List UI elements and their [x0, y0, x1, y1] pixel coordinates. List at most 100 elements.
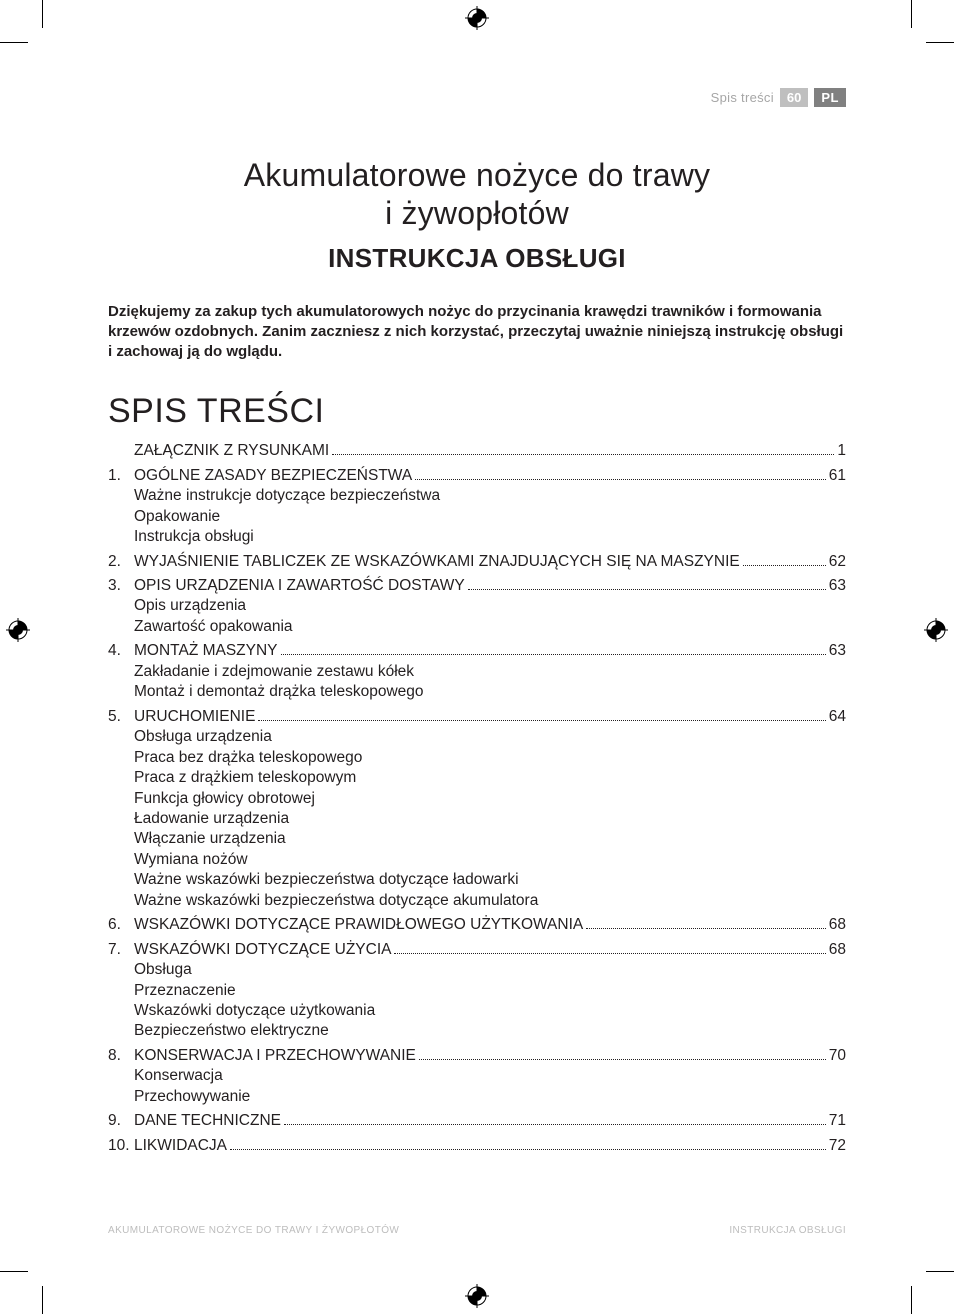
toc-item: 7.WSKAZÓWKI DOTYCZĄCE UŻYCIA68ObsługaPrz…	[108, 940, 846, 1042]
toc-subitem: Przechowywanie	[134, 1087, 846, 1107]
toc-leader-dots	[284, 1124, 826, 1125]
toc-item-label: MONTAŻ MASZYNY	[134, 641, 278, 661]
toc-item-body: OPIS URZĄDZENIA I ZAWARTOŚĆ DOSTAWY 63Opi…	[134, 576, 846, 637]
crop-mark	[0, 42, 28, 43]
toc-subitem: Praca z drążkiem teleskopowym	[134, 768, 846, 788]
toc-subitem: Ważne wskazówki bezpieczeństwa dotyczące…	[134, 870, 846, 890]
toc-item-page: 72	[829, 1136, 846, 1156]
toc-item-row: WSKAZÓWKI DOTYCZĄCE UŻYCIA68	[134, 940, 846, 960]
toc-item-body: WSKAZÓWKI DOTYCZĄCE UŻYCIA68ObsługaPrzez…	[134, 940, 846, 1042]
registration-mark-icon	[465, 6, 489, 30]
toc-subitem: Opakowanie	[134, 507, 846, 527]
toc-item-label: ZAŁĄCZNIK Z RYSUNKAMI	[134, 441, 329, 461]
toc-leader-dots	[258, 720, 825, 721]
toc-subitems: Obsługa urządzeniaPraca bez drążka teles…	[134, 727, 846, 911]
toc-item-row: WSKAZÓWKI DOTYCZĄCE PRAWIDŁOWEGO UŻYTKOW…	[134, 915, 846, 935]
toc-subitem: Bezpieczeństwo elektryczne	[134, 1021, 846, 1041]
toc-item-page: 1	[837, 441, 846, 461]
crop-mark	[911, 0, 912, 28]
toc-item-number: 5.	[108, 707, 134, 912]
toc-subitem: Włączanie urządzenia	[134, 829, 846, 849]
registration-mark-icon	[924, 618, 948, 642]
toc-subitem: Montaż i demontaż drążka teleskopowego	[134, 682, 846, 702]
page-content: Spis treści 60 PL Akumulatorowe nożyce d…	[48, 48, 906, 1266]
toc-subitem: Opis urządzenia	[134, 596, 846, 616]
toc-item-number: 2.	[108, 552, 134, 572]
toc-item: 2.WYJAŚNIENIE TABLICZEK ZE WSKAZÓWKAMI Z…	[108, 552, 846, 572]
crop-mark	[926, 1271, 954, 1272]
toc-item-body: OGÓLNE ZASADY BEZPIECZEŃSTWA61Ważne inst…	[134, 466, 846, 548]
toc-subitem: Ważne instrukcje dotyczące bezpieczeństw…	[134, 486, 846, 506]
toc-item-row: MONTAŻ MASZYNY 63	[134, 641, 846, 661]
toc-item: 10.LIKWIDACJA72	[108, 1136, 846, 1156]
toc-item: ZAŁĄCZNIK Z RYSUNKAMI 1	[108, 441, 846, 461]
toc-subitem: Praca bez drążka teleskopowego	[134, 748, 846, 768]
toc-leader-dots	[281, 654, 826, 655]
toc-item: 5.URUCHOMIENIE 64Obsługa urządzeniaPraca …	[108, 707, 846, 912]
page-footer: AKUMULATOROWE NOŻYCE DO TRAWY I ŻYWOPŁOT…	[108, 1225, 846, 1236]
toc-item-number: 1.	[108, 466, 134, 548]
registration-mark-icon	[465, 1284, 489, 1308]
header-section-name: Spis treści	[711, 90, 774, 105]
toc-item-label: KONSERWACJA I PRZECHOWYWANIE	[134, 1046, 416, 1066]
header-language-badge: PL	[814, 88, 846, 107]
toc-item-row: URUCHOMIENIE 64	[134, 707, 846, 727]
toc-item-number: 6.	[108, 915, 134, 935]
toc-item-row: OPIS URZĄDZENIA I ZAWARTOŚĆ DOSTAWY 63	[134, 576, 846, 596]
toc-subitem: Funkcja głowicy obrotowej	[134, 789, 846, 809]
toc-item-body: URUCHOMIENIE 64Obsługa urządzeniaPraca be…	[134, 707, 846, 912]
product-title-line1: Akumulatorowe nożyce do trawy	[108, 157, 846, 195]
toc-subitem: Przeznaczenie	[134, 981, 846, 1001]
title-block: Akumulatorowe nożyce do trawy i żywopłot…	[108, 157, 846, 274]
toc-item-label: WSKAZÓWKI DOTYCZĄCE PRAWIDŁOWEGO UŻYTKOW…	[134, 915, 583, 935]
toc-item-row: KONSERWACJA I PRZECHOWYWANIE 70	[134, 1046, 846, 1066]
toc-item-page: 63	[829, 576, 846, 596]
toc-item: 8.KONSERWACJA I PRZECHOWYWANIE70Konserwa…	[108, 1046, 846, 1107]
toc-item-body: ZAŁĄCZNIK Z RYSUNKAMI 1	[134, 441, 846, 461]
toc-item-label: URUCHOMIENIE	[134, 707, 255, 727]
toc-subitem: Wskazówki dotyczące użytkowania	[134, 1001, 846, 1021]
toc-item-number: 3.	[108, 576, 134, 637]
toc-item-row: DANE TECHNICZNE71	[134, 1111, 846, 1131]
toc-item-page: 63	[829, 641, 846, 661]
crop-mark	[0, 1271, 28, 1272]
toc-heading: SPIS TREŚCI	[108, 392, 846, 431]
toc-leader-dots	[743, 565, 826, 566]
header-page-number: 60	[780, 88, 808, 107]
crop-mark	[911, 1286, 912, 1314]
toc-item-row: WYJAŚNIENIE TABLICZEK ZE WSKAZÓWKAMI ZNA…	[134, 552, 846, 572]
toc-leader-dots	[419, 1059, 826, 1060]
toc-subitem: Ważne wskazówki bezpieczeństwa dotyczące…	[134, 891, 846, 911]
toc-subitem: Zawartość opakowania	[134, 617, 846, 637]
footer-left: AKUMULATOROWE NOŻYCE DO TRAWY I ŻYWOPŁOT…	[108, 1225, 399, 1236]
toc-item-body: KONSERWACJA I PRZECHOWYWANIE70Konserwacj…	[134, 1046, 846, 1107]
toc-subitems: Ważne instrukcje dotyczące bezpieczeństw…	[134, 486, 846, 547]
crop-mark	[42, 1286, 43, 1314]
toc-leader-dots	[415, 479, 826, 480]
toc-item-label: OGÓLNE ZASADY BEZPIECZEŃSTWA	[134, 466, 412, 486]
thank-you-paragraph: Dziękujemy za zakup tych akumulatorowych…	[108, 302, 846, 363]
product-title-line2: i żywopłotów	[108, 195, 846, 233]
toc-subitem: Ładowanie urządzenia	[134, 809, 846, 829]
toc-leader-dots	[586, 928, 826, 929]
toc-item-page: 64	[829, 707, 846, 727]
toc-item-label: OPIS URZĄDZENIA I ZAWARTOŚĆ DOSTAWY	[134, 576, 465, 596]
toc-item: 1.OGÓLNE ZASADY BEZPIECZEŃSTWA61Ważne in…	[108, 466, 846, 548]
toc-subitems: ObsługaPrzeznaczenieWskazówki dotyczące …	[134, 960, 846, 1042]
toc-item-number: 9.	[108, 1111, 134, 1131]
document-subtitle: INSTRUKCJA OBSŁUGI	[108, 243, 846, 274]
toc-item-row: OGÓLNE ZASADY BEZPIECZEŃSTWA61	[134, 466, 846, 486]
toc-item: 4.MONTAŻ MASZYNY63Zakładanie i zdejmowan…	[108, 641, 846, 702]
toc-item-page: 70	[829, 1046, 846, 1066]
toc-item-body: DANE TECHNICZNE71	[134, 1111, 846, 1131]
toc-item: 6.WSKAZÓWKI DOTYCZĄCE PRAWIDŁOWEGO UŻYTK…	[108, 915, 846, 935]
toc-item-row: LIKWIDACJA72	[134, 1136, 846, 1156]
toc-item-label: DANE TECHNICZNE	[134, 1111, 281, 1131]
crop-mark	[42, 0, 43, 28]
toc-item-number: 4.	[108, 641, 134, 702]
toc-item-number: 10.	[108, 1136, 134, 1156]
toc-subitem: Wymiana nożów	[134, 850, 846, 870]
toc-item-page: 62	[829, 552, 846, 572]
toc-leader-dots	[394, 953, 825, 954]
toc-leader-dots	[230, 1149, 826, 1150]
